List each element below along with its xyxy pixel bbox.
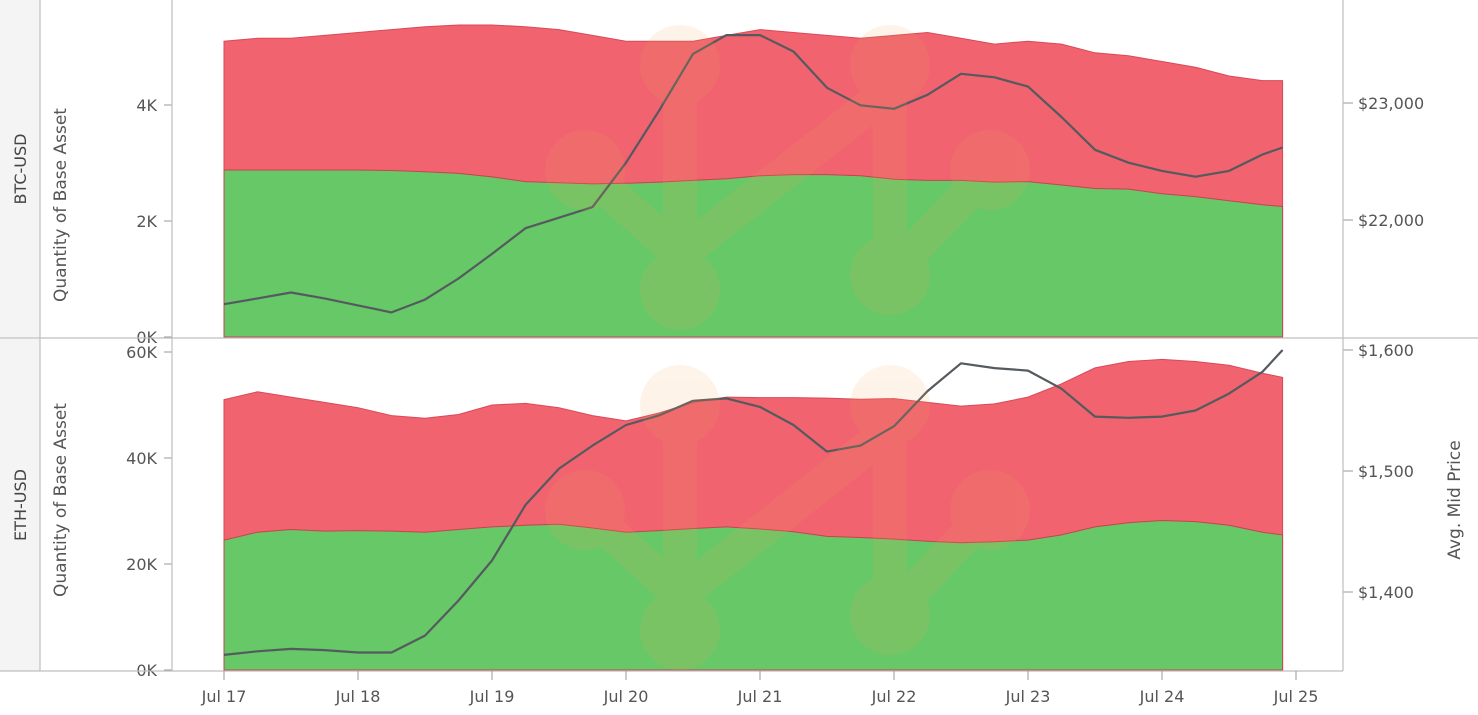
y2-axis-title: Avg. Mid Price [1445,440,1465,559]
y2-tick-label: $1,400 [1358,583,1414,602]
y-tick-label: 40K [126,449,157,468]
bid-area [223,519,1284,671]
row-label-btc: BTC-USD [11,134,30,205]
y-tick-label: 60K [126,343,157,362]
x-axis: Jul 17 Jul 18 Jul 19 Jul 20 Jul 21 Jul 22 Jul … [201,671,1319,706]
y2-tick-label: $23,000 [1358,94,1424,113]
bid-area [223,169,1284,338]
x-tick-label: Jul 22 [871,687,917,706]
watermark-mark [545,365,1030,670]
x-tick-label: Jul 17 [201,687,247,706]
y-axis-title-eth: Quantity of Base Asset [51,403,71,597]
x-tick-label: Jul 21 [737,687,783,706]
avg-mid-price-line [223,349,1284,656]
y2-tick-label: $1,600 [1358,341,1414,360]
y2-tick-label: $22,000 [1358,211,1424,230]
y-tick-label: 4K [136,96,157,115]
row-label-eth: ETH-USD [11,469,30,541]
x-tick-label: Jul 19 [469,687,515,706]
x-tick-label: Jul 20 [603,687,649,706]
x-tick-label: Jul 25 [1273,687,1319,706]
x-tick-label: Jul 18 [335,687,381,706]
avg-mid-price-line [223,34,1283,314]
y-tick-label: 20K [126,555,157,574]
watermark-mark [545,25,1030,330]
x-tick-label: Jul 24 [1139,687,1185,706]
y-tick-label: 2K [136,212,157,231]
row-header-eth [0,339,40,671]
watermark-logo [545,25,1030,670]
y2-tick-label: $1,500 [1358,462,1414,481]
y-axis-title-btc: Quantity of Base Asset [51,108,71,302]
row-header-btc [0,0,40,338]
x-tick-label: Jul 23 [1005,687,1051,706]
